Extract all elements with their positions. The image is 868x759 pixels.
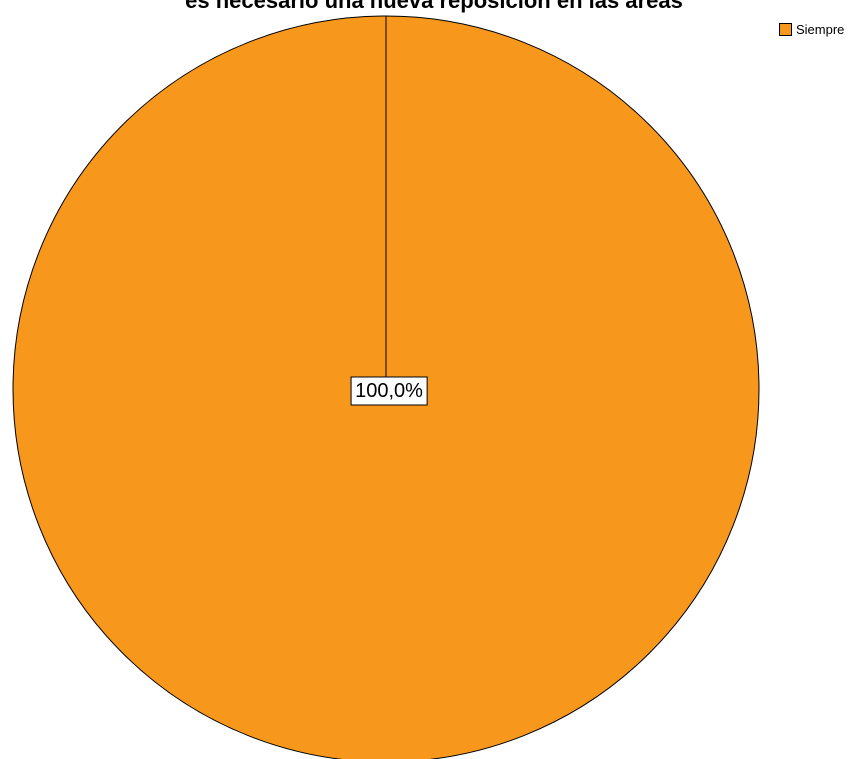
legend-swatch-siempre: [779, 23, 792, 36]
data-label-box: [350, 376, 428, 406]
data-label-text: 100,0%: [355, 380, 423, 402]
data-labels-layer: 100,0%: [350, 376, 428, 406]
legend: Siempre: [779, 22, 844, 37]
legend-label-siempre: Siempre: [796, 22, 845, 37]
chart-title: es necesario una nueva reposición en las…: [185, 0, 683, 13]
data-label-siempre: 100,0%: [350, 376, 428, 406]
